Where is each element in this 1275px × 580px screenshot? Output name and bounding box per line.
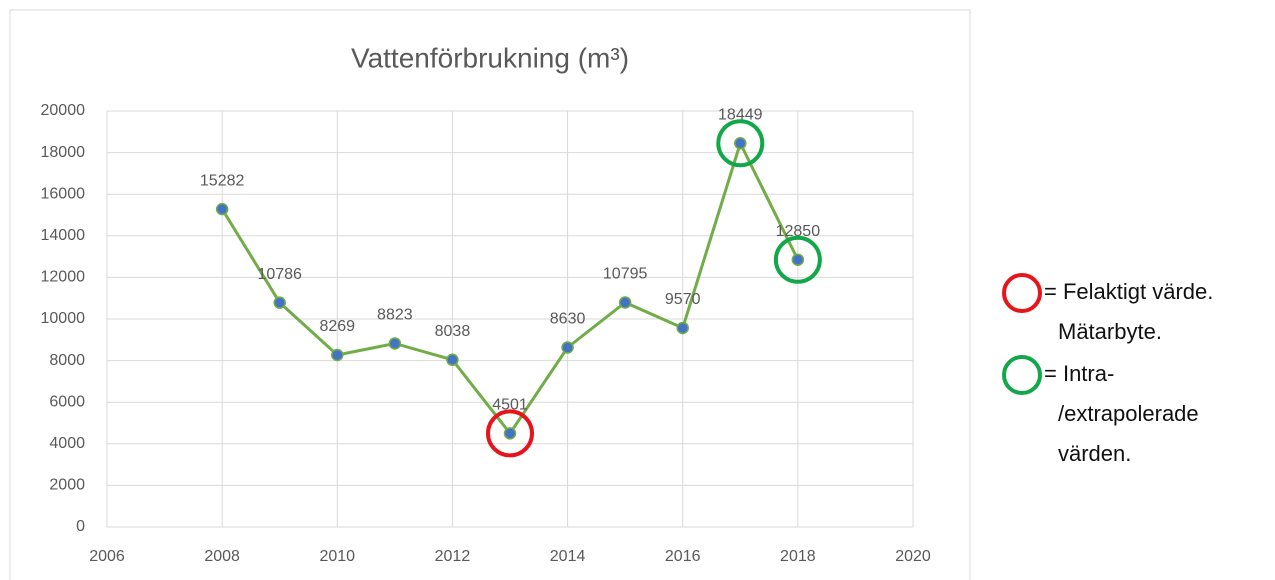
y-tick-label: 2000 — [49, 477, 85, 494]
marker — [618, 296, 632, 309]
y-tick-label: 4000 — [49, 435, 85, 452]
data-label: 4501 — [492, 397, 528, 414]
x-tick-label: 2014 — [550, 548, 586, 565]
marker — [446, 353, 459, 367]
y-tick-label: 12000 — [41, 269, 86, 286]
y-tick-label: 20000 — [41, 102, 86, 119]
y-tick-label: 10000 — [41, 310, 86, 327]
data-label: 12850 — [776, 223, 821, 240]
x-tick-label: 2010 — [319, 548, 355, 565]
highlight-ring — [773, 235, 822, 284]
annotation-text: Mätarbyte. — [1058, 319, 1162, 344]
marker — [331, 348, 344, 362]
y-tick-label: 6000 — [49, 393, 85, 410]
legend-ring — [1002, 273, 1042, 313]
data-label: 9570 — [665, 291, 701, 308]
x-tick-label: 2012 — [435, 548, 471, 565]
data-label: 18449 — [718, 106, 763, 123]
y-tick-label: 18000 — [41, 144, 86, 161]
y-tick-label: 16000 — [41, 185, 86, 202]
x-tick-label: 2020 — [895, 548, 931, 565]
legend-ring — [1002, 355, 1042, 395]
marker — [273, 296, 286, 309]
x-tick-label: 2018 — [780, 548, 816, 565]
x-tick-label: 2006 — [89, 548, 125, 565]
data-label: 10786 — [257, 266, 302, 283]
annotation-text: /extrapolerade — [1058, 401, 1199, 426]
x-tick-label: 2016 — [665, 548, 701, 565]
y-tick-label: 14000 — [41, 227, 86, 244]
marker — [734, 137, 747, 150]
marker — [561, 341, 574, 354]
marker — [215, 202, 229, 216]
y-tick-label: 8000 — [49, 352, 85, 369]
data-label: 8269 — [319, 318, 355, 335]
chart-frame — [9, 9, 971, 580]
marker — [388, 337, 402, 350]
x-tick-label: 2008 — [204, 548, 240, 565]
highlight-ring — [716, 119, 765, 168]
annotation-text: värden. — [1058, 441, 1131, 466]
chart-title: Vattenförbrukning (m³) — [351, 42, 629, 73]
marker — [676, 321, 689, 335]
highlight-ring — [486, 409, 534, 458]
annotation-text: = Intra- — [1044, 361, 1114, 386]
data-label: 15282 — [200, 172, 245, 189]
y-tick-label: 0 — [76, 518, 85, 535]
annotation-text: = Felaktigt värde. — [1044, 279, 1213, 304]
marker — [791, 253, 805, 266]
data-label: 8038 — [435, 323, 471, 340]
marker — [503, 427, 517, 440]
data-label: 8823 — [377, 307, 413, 324]
data-label: 10795 — [603, 266, 648, 283]
data-label: 8630 — [550, 311, 586, 328]
